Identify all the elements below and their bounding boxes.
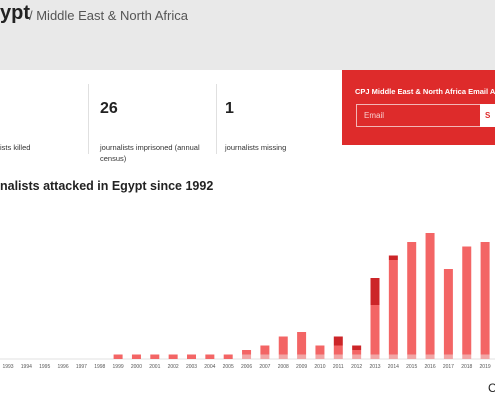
- stat-missing: 1 journalists missing: [225, 84, 335, 154]
- chart-title: nalists attacked in Egypt since 1992: [0, 179, 214, 193]
- bar-2015-segment-0[interactable]: [407, 354, 417, 360]
- stat-killed-label: ists killed: [0, 143, 31, 152]
- x-tick-label: 2005: [223, 364, 234, 370]
- x-tick-label: 2011: [333, 364, 344, 370]
- x-tick-label: 1998: [94, 364, 105, 370]
- x-tick-label: 2018: [461, 364, 472, 370]
- bar-2006-segment-1[interactable]: [242, 350, 252, 355]
- stat-killed: ists killed: [0, 84, 88, 154]
- bar-2000-segment-1[interactable]: [131, 354, 141, 360]
- bar-2015-segment-1[interactable]: [407, 242, 417, 355]
- bar-2002-segment-1[interactable]: [168, 354, 178, 360]
- bar-2013-segment-2[interactable]: [370, 278, 380, 305]
- bar-2014-segment-1[interactable]: [388, 260, 398, 355]
- bar-2017-segment-1[interactable]: [443, 269, 453, 355]
- x-tick-label: 1999: [113, 364, 124, 370]
- bar-2003-segment-1[interactable]: [187, 354, 196, 360]
- email-alert-box: CPJ Middle East & North Africa Email Ale: [342, 70, 495, 145]
- bar-2005-segment-1[interactable]: [223, 354, 233, 360]
- bar-2016-segment-0[interactable]: [425, 354, 435, 360]
- bar-2019-segment-0[interactable]: [480, 354, 490, 360]
- x-tick-label: 2008: [278, 364, 289, 370]
- bar-2008-segment-0[interactable]: [278, 354, 288, 360]
- x-tick-label: 2015: [406, 364, 417, 370]
- region-link[interactable]: / Middle East & North Africa: [29, 8, 188, 23]
- bar-2016-segment-1[interactable]: [425, 233, 435, 355]
- x-tick-label: 2006: [241, 364, 252, 370]
- bar-2009-segment-0[interactable]: [297, 354, 307, 360]
- bar-2007-segment-0[interactable]: [260, 354, 270, 360]
- x-tick-label: 1994: [21, 364, 32, 370]
- x-tick-label: 2019: [480, 364, 491, 370]
- bar-2008-segment-1[interactable]: [278, 336, 288, 355]
- x-tick-label: 2002: [168, 364, 179, 370]
- x-tick-label: 2000: [131, 364, 142, 370]
- x-tick-label: 2016: [424, 364, 435, 370]
- stat-imprisoned-value: 26: [100, 100, 118, 117]
- bar-2011-segment-1[interactable]: [333, 345, 343, 355]
- country-title: ypt: [0, 2, 30, 24]
- bar-2013-segment-0[interactable]: [370, 354, 380, 360]
- x-tick-label: 2012: [351, 364, 362, 370]
- x-tick-label: 1997: [76, 364, 87, 370]
- bar-2001-segment-1[interactable]: [150, 354, 160, 360]
- x-tick-label: 2007: [259, 364, 270, 370]
- x-tick-label: 2003: [186, 364, 197, 370]
- stat-divider: [216, 84, 217, 154]
- bar-2012-segment-1[interactable]: [352, 350, 362, 355]
- stat-missing-label: journalists missing: [225, 143, 287, 152]
- stat-imprisoned-label: journalists imprisoned (annual census): [100, 143, 200, 163]
- bar-2013-segment-1[interactable]: [370, 305, 380, 355]
- x-tick-label: 2017: [443, 364, 454, 370]
- bar-2019-segment-1[interactable]: [480, 242, 490, 355]
- x-tick-label: 2004: [204, 364, 215, 370]
- x-tick-label: 2001: [149, 364, 160, 370]
- bar-2018-segment-1[interactable]: [462, 246, 472, 355]
- email-alert-title: CPJ Middle East & North Africa Email Ale: [355, 87, 495, 96]
- stat-divider: [88, 84, 89, 154]
- stat-imprisoned: 26 journalists imprisoned (annual census…: [100, 84, 215, 163]
- x-tick-label: 2013: [369, 364, 380, 370]
- bar-2014-segment-0[interactable]: [388, 354, 398, 360]
- bar-2011-segment-2[interactable]: [333, 336, 343, 346]
- bar-1999-segment-1[interactable]: [113, 354, 123, 360]
- bar-2012-segment-2[interactable]: [352, 345, 362, 351]
- bar-2011-segment-0[interactable]: [333, 354, 343, 360]
- bar-2014-segment-2[interactable]: [388, 255, 398, 261]
- page-header: ypt / Middle East & North Africa: [0, 0, 495, 70]
- bar-2017-segment-0[interactable]: [443, 354, 453, 360]
- bar-2018-segment-0[interactable]: [462, 354, 472, 360]
- stat-missing-value: 1: [225, 100, 234, 117]
- x-tick-label: 2014: [388, 364, 399, 370]
- x-tick-label: 1995: [39, 364, 50, 370]
- x-tick-label: 2010: [314, 364, 325, 370]
- subscribe-button[interactable]: S: [480, 104, 495, 127]
- attacks-bar-chart: 1993 1994 1995 1996 1997 1998 1999 2000 2001 2002…: [0, 233, 495, 370]
- x-tick-label: 2009: [296, 364, 307, 370]
- bar-2006-segment-0[interactable]: [242, 354, 252, 360]
- bar-2004-segment-1[interactable]: [205, 354, 215, 360]
- corner-text: C: [488, 381, 495, 395]
- bar-2012-segment-0[interactable]: [352, 354, 362, 360]
- x-tick-label: 1996: [57, 364, 68, 370]
- bar-2010-segment-1[interactable]: [315, 345, 325, 355]
- bar-2007-segment-1[interactable]: [260, 345, 270, 355]
- email-field[interactable]: [356, 104, 484, 127]
- bar-2010-segment-0[interactable]: [315, 354, 325, 360]
- x-tick-label: 1993: [2, 364, 13, 370]
- bar-2009-segment-1[interactable]: [297, 332, 307, 355]
